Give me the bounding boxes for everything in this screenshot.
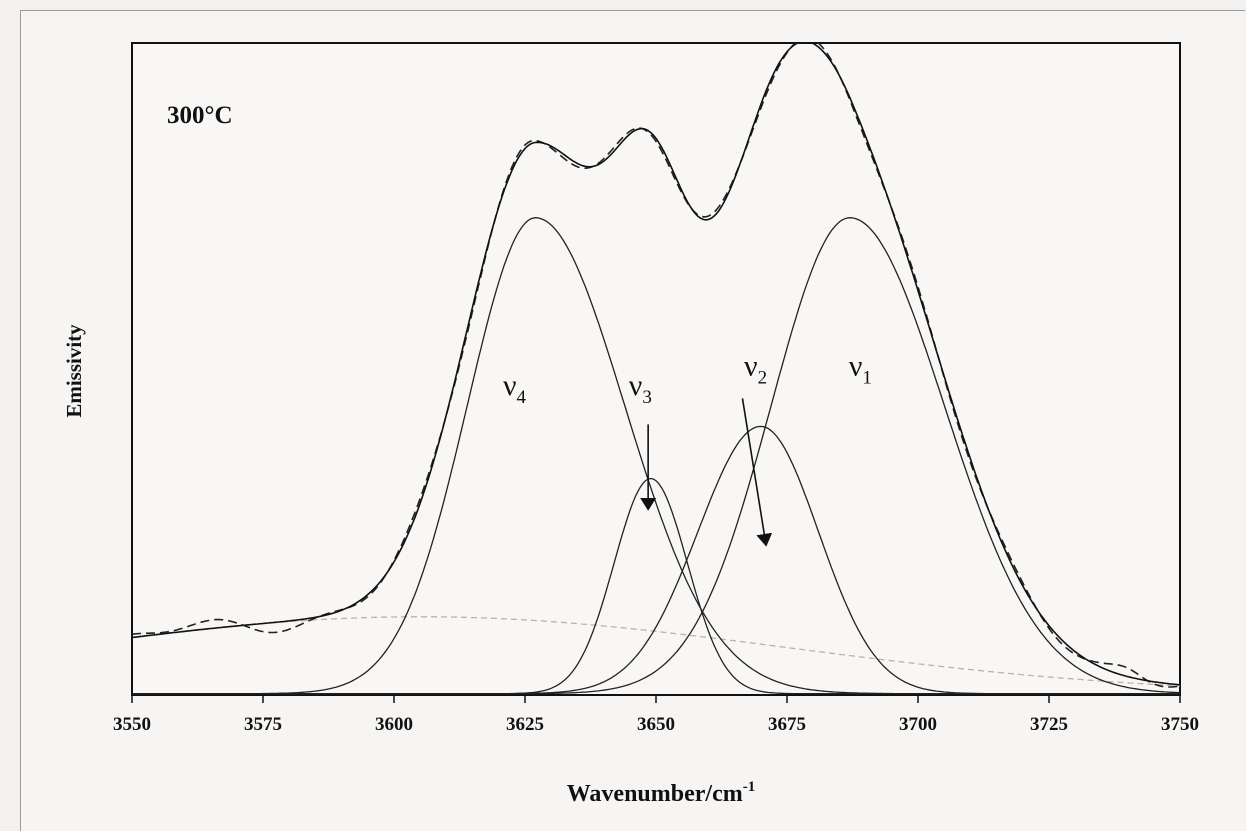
peak-labels: ν1 ν2 ν3 ν4 xyxy=(503,350,872,547)
peak-label-v1: ν1 xyxy=(849,350,872,389)
y-axis-title: Emissivity xyxy=(62,324,86,418)
x-tick-label-3600: 3600 xyxy=(375,714,413,735)
x-tick-label-3700: 3700 xyxy=(899,714,937,735)
x-tick-label-3725: 3725 xyxy=(1030,714,1068,735)
baseline-curve xyxy=(131,616,1181,687)
x-axis-ticks: 3550 3575 3600 3625 3650 3675 3700 3725 3750 xyxy=(113,695,1199,735)
x-tick-label-3675: 3675 xyxy=(768,714,806,735)
peak-label-v2: ν2 xyxy=(744,350,767,389)
plot-area xyxy=(131,42,1181,696)
x-tick-label-3625: 3625 xyxy=(506,714,544,735)
x-tick-label-3550: 3550 xyxy=(113,714,151,735)
figure-frame: 3550 3575 3600 3625 3650 3675 3700 3725 3750 ν1 ν… xyxy=(20,10,1245,831)
x-tick-label-3750: 3750 xyxy=(1161,714,1199,735)
temperature-annotation: 300°C xyxy=(167,102,233,129)
v2-arrow xyxy=(741,398,773,547)
x-axis-title-sup: -1 xyxy=(743,779,756,795)
peak-label-v3: ν3 xyxy=(629,369,652,408)
emissivity-chart: 3550 3575 3600 3625 3650 3675 3700 3725 3750 ν1ν… xyxy=(62,42,1199,807)
x-tick-label-3575: 3575 xyxy=(244,714,282,735)
fitted-envelope-curve xyxy=(131,42,1181,686)
experimental-curve xyxy=(131,42,1181,688)
x-axis-title-main: Wavenumber/cm xyxy=(567,781,743,807)
x-tick-label-3650: 3650 xyxy=(637,714,675,735)
x-axis-title: Wavenumber/cm-1 xyxy=(567,779,755,807)
peak-label-v4: ν4 xyxy=(503,369,527,408)
